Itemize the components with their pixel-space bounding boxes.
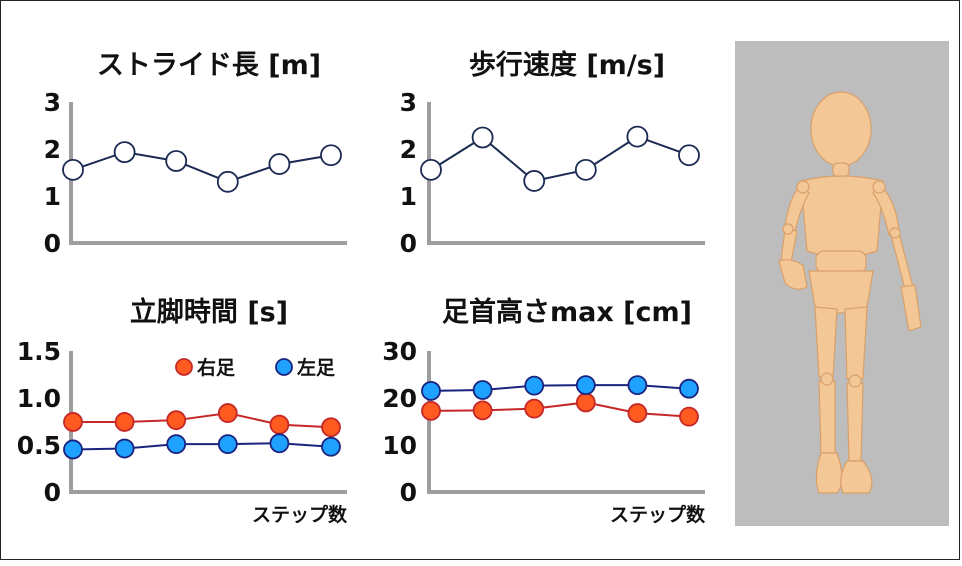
y-tick-label: 0: [44, 229, 61, 258]
series-layer: [63, 403, 341, 460]
chart-title: 歩行速度 [m/s]: [469, 49, 665, 81]
data-point: [217, 403, 238, 423]
data-point: [471, 126, 494, 149]
y-tick-label: 0: [400, 229, 417, 258]
data-point: [679, 406, 699, 427]
y-tick-label: 0.5: [17, 431, 61, 460]
y-tick-label: 1.5: [17, 337, 61, 366]
data-point: [575, 392, 596, 413]
series-line: [73, 412, 332, 429]
data-point: [574, 158, 597, 181]
data-point: [575, 375, 596, 396]
data-point: [269, 414, 290, 435]
chart-stance-time: 立脚時間 [s] 0 0.5 1.0 1.5 右足 左足 ステップ数: [17, 296, 348, 526]
series-line: [72, 151, 332, 183]
y-tick-label: 1: [400, 182, 417, 211]
data-point: [420, 158, 442, 181]
y-tick-label: 3: [44, 88, 61, 117]
y-ticks: 0 1 2 3: [44, 88, 61, 258]
x-axis-label: ステップ数: [252, 503, 348, 526]
data-point: [268, 153, 291, 175]
data-point: [216, 170, 239, 193]
y-tick-label: 1.0: [17, 384, 61, 413]
data-point: [523, 170, 546, 192]
series-line: [430, 384, 690, 392]
series-layer: [62, 141, 342, 193]
data-point: [166, 434, 187, 455]
y-ticks: 0 1 2 3: [400, 88, 417, 258]
data-point: [472, 400, 493, 421]
y-tick-label: 2: [400, 135, 417, 164]
legend-marker-left-foot: [275, 358, 293, 376]
data-point: [472, 380, 493, 400]
data-point: [320, 144, 342, 167]
y-tick-label: 1: [44, 182, 61, 211]
data-point: [421, 400, 441, 421]
data-point: [63, 412, 83, 432]
y-ticks: 0 0.5 1.0 1.5: [17, 337, 61, 507]
series-layer: [420, 125, 700, 192]
data-point: [524, 398, 545, 419]
data-point: [269, 433, 290, 454]
data-point: [679, 378, 699, 399]
chart-title: ストライド長 [m]: [97, 50, 321, 81]
y-tick-label: 0: [400, 478, 417, 507]
legend-label-left-foot: 左足: [297, 356, 336, 379]
data-point: [217, 434, 238, 455]
data-point: [626, 125, 649, 148]
data-point: [62, 158, 84, 181]
data-point: [524, 375, 545, 396]
chart-walking-speed: 歩行速度 [m/s] 0 1 2 3: [400, 49, 705, 258]
chart-stride-length: ストライド長 [m] 0 1 2 3: [44, 50, 347, 258]
data-point: [63, 439, 83, 460]
mannequin-panel: [735, 41, 949, 526]
y-ticks: 0 10 20 30: [382, 337, 417, 507]
mannequin-icon: [778, 91, 922, 494]
axes: [69, 102, 347, 245]
axes: [427, 102, 705, 245]
chart-title: 立脚時間 [s]: [130, 296, 288, 328]
data-point: [627, 375, 648, 396]
y-tick-label: 20: [382, 384, 417, 413]
y-tick-label: 10: [382, 431, 417, 460]
data-point: [114, 412, 135, 432]
data-point: [421, 381, 441, 401]
data-point: [678, 144, 700, 167]
series-layer: [421, 375, 699, 427]
data-point: [321, 417, 341, 438]
y-tick-label: 3: [400, 88, 417, 117]
legend: 右足 左足: [175, 356, 336, 379]
chart-title: 足首高さmax [cm]: [442, 296, 692, 328]
y-tick-label: 0: [44, 478, 61, 507]
x-axis-label: ステップ数: [610, 503, 706, 526]
chart-ankle-height-max: 足首高さmax [cm] 0 10 20 30 ステップ数: [382, 296, 706, 526]
data-point: [114, 438, 135, 459]
data-point: [627, 403, 648, 423]
axes: [427, 351, 705, 494]
legend-marker-right-foot: [175, 358, 193, 376]
data-point: [113, 141, 136, 164]
data-point: [165, 150, 188, 172]
data-point: [166, 410, 187, 431]
series-line: [430, 135, 690, 183]
y-tick-label: 2: [44, 135, 61, 164]
legend-label-right-foot: 右足: [196, 356, 236, 379]
series-line: [72, 442, 332, 451]
y-tick-label: 30: [382, 337, 417, 366]
data-point: [321, 436, 341, 457]
series-line: [430, 401, 690, 418]
